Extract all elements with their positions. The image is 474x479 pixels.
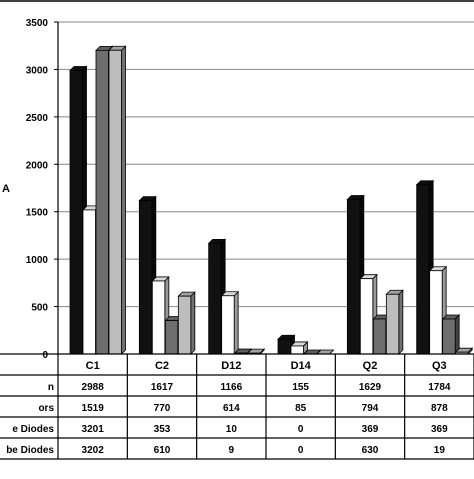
y-axis-title: A [2,183,10,195]
table-cell-value: 369 [362,424,379,435]
y-tick-label: 2000 [26,160,49,171]
bars [69,45,474,355]
category-label: Q3 [432,360,447,372]
y-tick-label: 1500 [26,208,49,219]
table-cell-value: 85 [295,403,307,414]
table-cell-value: 353 [154,424,171,435]
y-tick-label: 3000 [26,65,49,76]
table-cell-value: 155 [292,382,309,393]
series-name: e Diodes [12,424,54,435]
series-name: be Diodes [6,445,54,456]
table-cell-value: 630 [362,445,379,456]
bar-front-face [277,338,291,355]
table-cell-value: 0 [298,445,304,456]
bar-front-face [416,184,430,355]
bar-front-face [429,270,443,355]
y-tick-label: 3500 [26,18,49,29]
y-tick-label: 0 [42,350,48,361]
bar [177,291,196,355]
table-cell-value: 9 [229,445,235,456]
bar-front-face [221,295,235,355]
table-cell-value: 369 [431,424,448,435]
bar-front-face [359,278,374,355]
data-table: C1 C2 D12 D14 Q2 Q3 n 2988 1617 1166 155 1629 1784 or… [0,0,474,460]
table-cell-value: 1166 [220,382,242,393]
category-label: C1 [86,360,100,372]
bar-side-face [454,314,460,355]
series-name: ors [38,403,54,414]
bar-side-face [233,290,239,355]
bar-side-face [121,45,126,355]
bar [441,314,461,355]
y-tick-label: 1000 [26,255,49,266]
y-axis: A 0 500 1000 1500 2000 2500 3000 3500 [2,18,59,361]
gridlines [58,21,474,355]
bar-front-face [164,320,179,355]
table-cell-value: 1784 [428,382,451,393]
table-cell-value: 794 [362,403,379,414]
bar-front-face [177,295,192,355]
bar-front-face [82,209,96,355]
y-tick-label: 500 [31,303,48,314]
bar-front-face [95,49,109,355]
table-cell-value: 3201 [82,424,105,435]
table-cell-value: 610 [154,445,171,456]
table-cell-value: 1617 [151,382,174,393]
bar [454,347,474,355]
bar-front-face [208,242,222,355]
bar-front-face [151,280,166,355]
bar-front-face [290,345,304,355]
table-cell-value: 3202 [82,445,105,456]
category-label: D14 [291,360,312,372]
bar [108,45,127,355]
table-cell-value: 878 [431,403,448,414]
bar-front-face [346,199,361,355]
bar-side-face [398,289,404,355]
bar [385,289,404,355]
category-label: D12 [221,360,241,372]
series-name: n [48,382,54,393]
bar-front-face [442,318,456,355]
table-cell-value: 0 [298,424,304,435]
bar-front-face [372,318,387,355]
bar-front-face [69,70,83,355]
table-cell-value: 1519 [82,403,105,414]
bar [290,340,309,355]
table-cell-value: 614 [223,403,240,414]
table-cell-value: 770 [154,403,171,414]
bar-front-face [138,200,153,355]
bar-side-face [190,291,196,355]
y-tick-label: 2500 [26,113,49,124]
bar [220,290,240,355]
table-cell-value: 10 [226,424,238,435]
table-cell-value: 2988 [82,382,105,393]
bar-front-face [108,49,122,355]
table-cell-value: 1629 [359,382,382,393]
table-cell-value: 19 [434,445,446,456]
category-label: C2 [155,360,169,372]
category-label: Q2 [363,360,378,372]
bar-front-face [385,293,400,355]
